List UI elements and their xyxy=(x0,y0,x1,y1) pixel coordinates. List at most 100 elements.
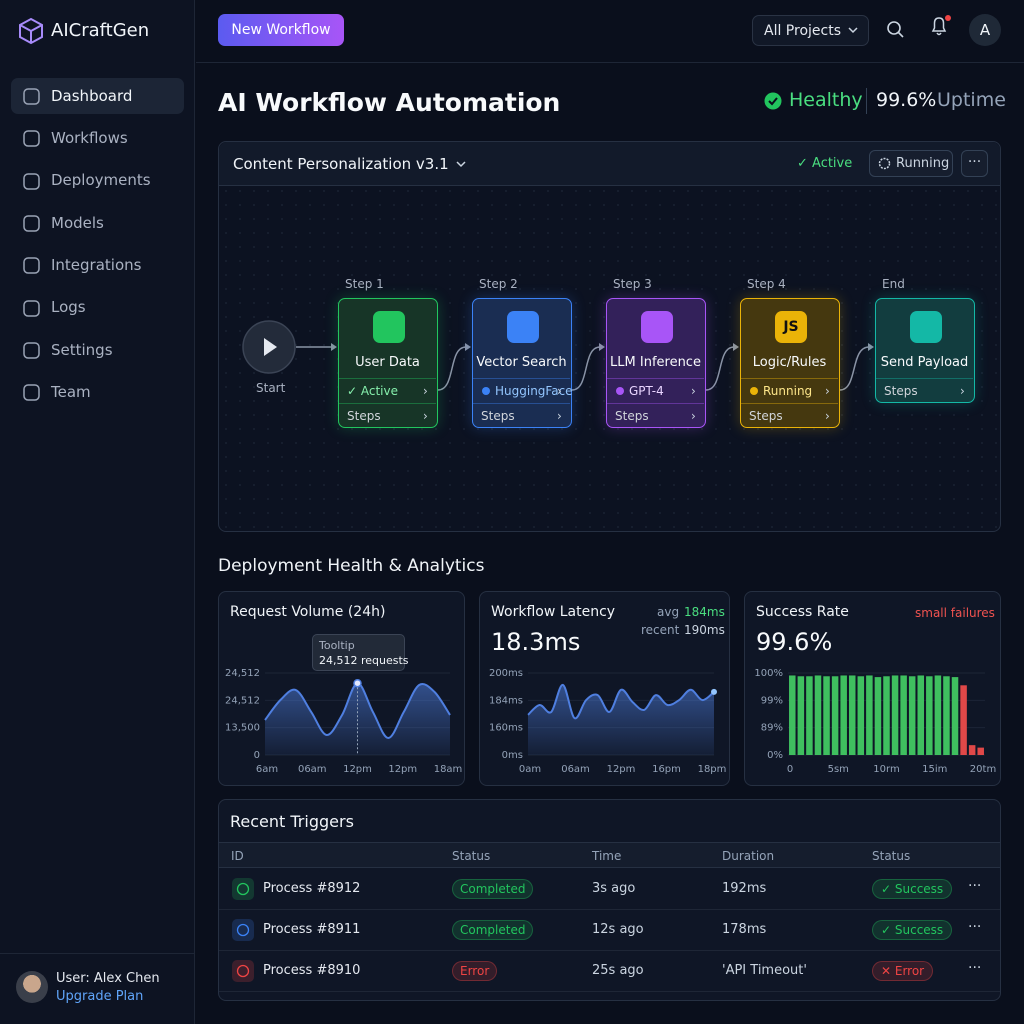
bar xyxy=(814,675,822,755)
node-icon: JS xyxy=(775,311,807,343)
node-divider xyxy=(473,378,570,379)
logo-cube xyxy=(19,17,43,45)
node-footer: Steps xyxy=(884,383,918,398)
nav-item[interactable]: Models xyxy=(51,213,104,232)
chevron xyxy=(848,27,858,34)
column-header: ID xyxy=(231,848,244,863)
bar xyxy=(900,675,907,755)
row-menu[interactable]: ··· xyxy=(968,878,982,895)
nav-icon-shape xyxy=(23,172,40,190)
bar xyxy=(831,676,839,755)
x-tick-label: 5sm xyxy=(828,764,849,775)
node-icon xyxy=(507,311,539,343)
chevron: › xyxy=(557,383,562,398)
area-fill xyxy=(528,684,714,755)
nav-icon-shape xyxy=(23,342,40,359)
y-tick-label: 160ms xyxy=(489,723,523,734)
nav-item[interactable]: Settings xyxy=(51,340,113,359)
row-icon-circle xyxy=(236,964,250,978)
recent-value: 190ms xyxy=(684,622,725,637)
node-icon xyxy=(641,311,673,343)
x-tick-label: 06am xyxy=(561,764,590,775)
x-tick-label: 18pm xyxy=(698,764,727,775)
bell-dot xyxy=(945,15,951,21)
start-label: Start xyxy=(256,380,286,395)
chart: 200ms 184ms 160ms 0ms 0am 06am 12pm 16pm 18pm xyxy=(489,668,727,775)
chart-card: Workflow Latency 18.3ms avg 184ms recent 190m… xyxy=(479,591,730,786)
node-status: ✓ Active xyxy=(347,383,398,398)
node-divider xyxy=(473,403,570,404)
bar xyxy=(977,747,984,755)
chart-title: Workflow Latency xyxy=(491,604,616,621)
workflow-node[interactable]: User Data ✓ Active Steps › › xyxy=(338,298,438,428)
nav-icon-shape xyxy=(23,130,40,148)
health-icon xyxy=(764,92,782,110)
x-tick-label: 6am xyxy=(256,764,278,775)
node-status: Running xyxy=(763,383,813,398)
workflow-node[interactable]: Vector Search HuggingFace Steps › › xyxy=(472,298,573,428)
running-button[interactable]: Running xyxy=(869,150,953,177)
trigger-duration: 192ms xyxy=(722,880,767,896)
nav-icon xyxy=(23,299,40,317)
end-point xyxy=(711,688,717,695)
workflow-node[interactable]: LLM Inference GPT-4 Steps › › xyxy=(606,298,706,428)
nav-icon xyxy=(23,215,40,232)
nav-item[interactable]: Integrations xyxy=(51,255,142,274)
row-icon-circle xyxy=(236,923,250,937)
more-button: ··· xyxy=(961,150,988,177)
health-status: Healthy xyxy=(789,89,863,112)
nav-item[interactable]: Workflows xyxy=(51,129,128,147)
bar xyxy=(934,675,942,755)
status-dot xyxy=(750,387,758,395)
sidebar-divider xyxy=(0,953,195,954)
nav-item[interactable]: Deployments xyxy=(51,171,151,190)
chart-card: Request Volume (24h) 24,512 24,512 13,500 0 6… xyxy=(218,591,465,786)
nav-icon-shape xyxy=(23,299,40,317)
trigger-id: Process #8912 xyxy=(263,880,361,896)
bell-icon xyxy=(931,15,951,36)
workflow-node[interactable]: JS Logic/Rules Running Steps › › xyxy=(740,298,840,428)
chart-title: Success Rate xyxy=(756,604,849,621)
status-pill: Completed xyxy=(452,879,534,899)
row-icon xyxy=(232,878,254,900)
chart-note: small failures xyxy=(915,605,995,620)
bar xyxy=(840,675,847,755)
section-title: Deployment Health & Analytics xyxy=(218,556,485,577)
workflow-node[interactable]: Send Payload Steps › xyxy=(875,298,975,403)
new-workflow-button[interactable]: New Workflow xyxy=(218,14,344,46)
nav-item[interactable]: Logs xyxy=(51,298,86,317)
node-footer: Steps xyxy=(615,408,649,423)
chevron: › xyxy=(691,383,696,398)
y-tick-label: 0 xyxy=(254,750,260,761)
row-menu[interactable]: ··· xyxy=(968,919,982,936)
gear-shape xyxy=(878,157,891,170)
y-tick-label: 0ms xyxy=(502,750,523,761)
avg-label: avg xyxy=(657,604,680,619)
node-divider xyxy=(607,378,704,379)
column-header: Status xyxy=(872,848,911,863)
y-tick-label: 184ms xyxy=(489,695,523,706)
table-title: Recent Triggers xyxy=(230,812,354,832)
projects-select[interactable]: All Projects xyxy=(752,15,869,46)
nav-icon-shape xyxy=(23,215,40,232)
avatar-button[interactable]: A xyxy=(969,14,1001,46)
result-pill: ✓ Success xyxy=(872,920,953,940)
nav-item[interactable]: Team xyxy=(51,382,91,401)
x-tick-label: 16pm xyxy=(652,764,681,775)
logo xyxy=(19,17,43,45)
trigger-id: Process #8911 xyxy=(263,921,361,937)
uptime-value: 99.6% xyxy=(876,89,937,112)
chevron: › xyxy=(557,408,562,423)
nav-item[interactable]: Dashboard xyxy=(51,86,133,105)
bar xyxy=(857,676,865,755)
nav-icon-shape xyxy=(23,384,40,401)
node-title: Send Payload xyxy=(880,354,969,370)
health-circle xyxy=(764,92,782,110)
upgrade-link[interactable]: Upgrade Plan xyxy=(56,988,144,1004)
node-icon xyxy=(373,311,405,343)
avatar xyxy=(16,971,48,1003)
workflow-status: ✓ Active xyxy=(797,155,853,171)
row-menu[interactable]: ··· xyxy=(968,960,982,977)
y-tick-label: 13,500 xyxy=(225,723,260,734)
